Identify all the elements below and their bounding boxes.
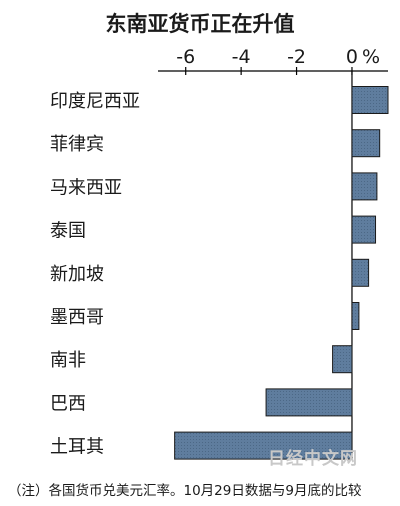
x-tick-label: -2 — [287, 46, 306, 68]
bar[interactable] — [332, 345, 353, 374]
category-label: 马来西亚 — [50, 177, 122, 198]
bar[interactable] — [351, 302, 360, 330]
x-tick-label: 0 — [346, 46, 358, 68]
chart-footnote: （注）各国货币兑美元汇率。10月29日数据与9月底的比较 — [8, 483, 362, 499]
category-label: 南非 — [50, 350, 86, 371]
bar[interactable] — [351, 129, 381, 158]
bar[interactable] — [351, 258, 370, 287]
bar[interactable] — [265, 388, 353, 417]
category-label: 巴西 — [50, 393, 86, 414]
x-tick-label: -4 — [232, 46, 251, 68]
category-label: 菲律宾 — [50, 134, 104, 155]
x-tick-label: -6 — [176, 46, 195, 68]
unit-label: % — [362, 46, 380, 68]
category-label: 墨西哥 — [50, 307, 104, 328]
chart-title: 东南亚货币正在升值 — [105, 12, 295, 36]
bar[interactable] — [351, 172, 378, 201]
category-label: 印度尼西亚 — [50, 91, 140, 112]
category-label: 土耳其 — [50, 437, 104, 458]
bar[interactable] — [174, 431, 353, 460]
watermark-logo: 日经中文网 — [268, 449, 358, 469]
bar[interactable] — [351, 215, 377, 244]
category-label: 新加坡 — [50, 264, 104, 285]
bar[interactable] — [351, 86, 389, 114]
category-label: 泰国 — [50, 221, 86, 242]
